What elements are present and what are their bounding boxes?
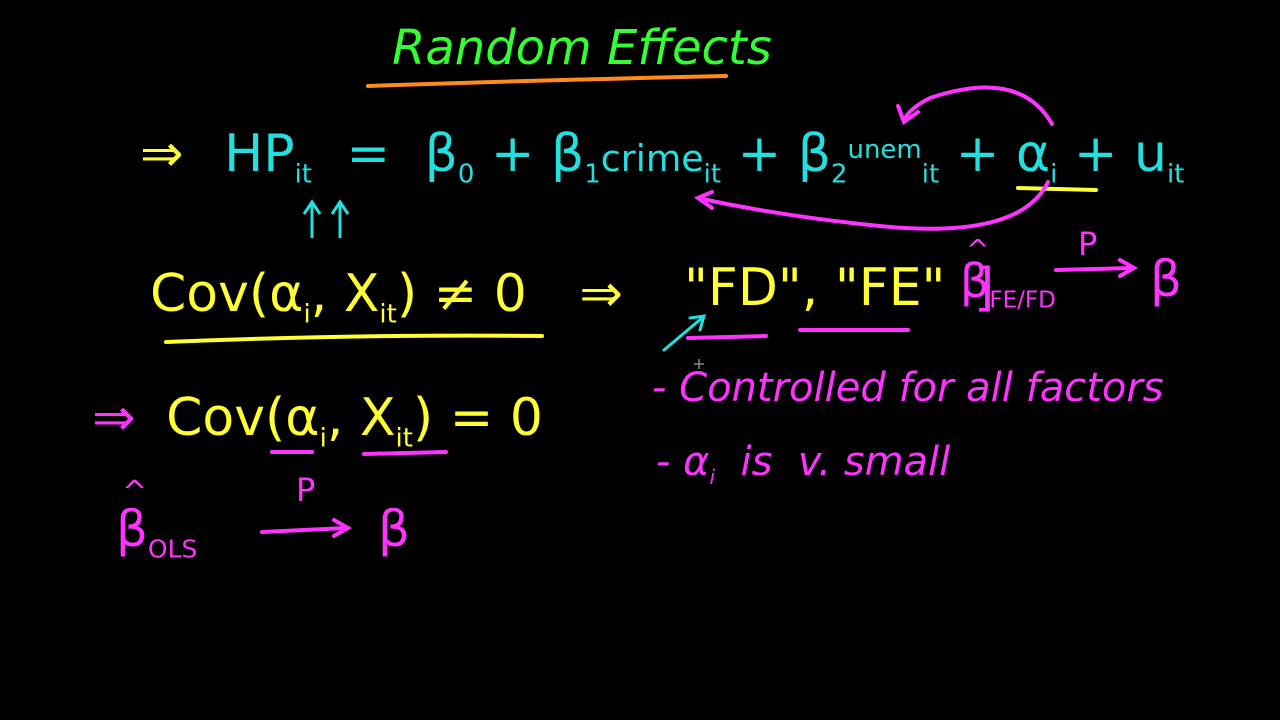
cov-mid: , X bbox=[326, 388, 396, 448]
x-underline bbox=[362, 450, 448, 456]
alpha-underline bbox=[1016, 186, 1098, 192]
note-alpha-sub: i bbox=[709, 465, 716, 489]
plus-sign: + bbox=[490, 124, 535, 184]
unem-variable: unem bbox=[847, 135, 922, 165]
implies-arrow: ⇒ bbox=[140, 124, 184, 184]
beta-1: β bbox=[551, 124, 585, 184]
beta-ols-hat: ^ bbox=[122, 475, 148, 510]
beta-2-subscript: 2 bbox=[830, 159, 848, 190]
cov-sub-i: i bbox=[303, 299, 311, 330]
beta-0: β bbox=[424, 124, 458, 184]
cov-underline bbox=[164, 333, 544, 344]
beta-fe: β bbox=[960, 254, 990, 308]
beta-0-subscript: 0 bbox=[457, 159, 475, 190]
comma: , bbox=[801, 258, 819, 318]
fd-fe-methods: "FD", "FE" ] bbox=[684, 262, 994, 314]
beta-fe-estimator: βFE/FD bbox=[960, 258, 1056, 312]
cov-sub-it: it bbox=[379, 299, 397, 330]
error-term: u bbox=[1133, 124, 1167, 184]
cov-sub-i: i bbox=[319, 423, 327, 454]
regression-equation: ⇒ HPit = β0 + β1crimeit + β2unemit + αi … bbox=[140, 128, 1184, 188]
title-underline bbox=[366, 74, 728, 88]
plus-sign: + bbox=[737, 124, 782, 184]
alpha-subscript: i bbox=[1050, 159, 1058, 190]
probability-limit-label: P bbox=[1078, 225, 1098, 263]
cov-text: Cov(α bbox=[166, 388, 320, 448]
fe-label: "FE" bbox=[834, 258, 946, 318]
unem-subscript: it bbox=[921, 159, 940, 190]
beta-2: β bbox=[797, 124, 831, 184]
lhs-subscript: it bbox=[294, 159, 312, 190]
cov-zero-statement: ⇒ Cov(αi, Xit) = 0 bbox=[92, 392, 543, 452]
beta-1-subscript: 1 bbox=[584, 159, 601, 190]
plus-sign: + bbox=[955, 124, 1000, 184]
top-loop-arrow bbox=[896, 85, 1054, 126]
probability-limit-label: P bbox=[296, 471, 316, 509]
beta-ols-subscript: OLS bbox=[147, 534, 198, 564]
up-arrow-right bbox=[330, 199, 350, 238]
note-alpha-small: - αi is v. small bbox=[656, 442, 950, 487]
note-alpha: - α bbox=[656, 439, 710, 485]
fd-label: "FD" bbox=[684, 258, 802, 318]
note-rest: is v. small bbox=[715, 439, 951, 485]
alpha-term: α bbox=[1015, 124, 1051, 184]
implies-arrow: ⇒ bbox=[92, 388, 136, 448]
plus-sign: + bbox=[1073, 124, 1118, 184]
fd-pointer-arrow bbox=[662, 314, 707, 352]
cursor-icon bbox=[694, 359, 704, 369]
up-arrow-left bbox=[302, 199, 322, 238]
bracket: ] bbox=[974, 258, 995, 318]
fd-underline bbox=[686, 334, 768, 340]
cov-text: Cov(α bbox=[150, 264, 304, 324]
plim-arrow-ols bbox=[260, 518, 353, 538]
beta-ols-estimator: βOLS bbox=[116, 504, 197, 561]
plim-arrow-fe bbox=[1054, 258, 1139, 278]
error-subscript: it bbox=[1166, 159, 1185, 190]
crime-subscript: it bbox=[703, 159, 722, 190]
beta-ols: β bbox=[116, 500, 148, 558]
bottom-loop-arrow bbox=[693, 180, 1050, 231]
implies-arrow: ⇒ bbox=[579, 264, 623, 324]
beta-ols-target: β bbox=[378, 500, 410, 558]
beta-fe-hat: ^ bbox=[966, 233, 990, 266]
page-title: Random Effects bbox=[392, 20, 772, 76]
equals-sign: = bbox=[346, 124, 391, 184]
beta-fe-target: β bbox=[1150, 250, 1182, 308]
cov-rest: ) = 0 bbox=[412, 388, 543, 448]
cov-sub-it: it bbox=[395, 423, 413, 454]
cov-rest: ) ≠ 0 bbox=[396, 264, 527, 324]
cov-nonzero-statement: Cov(αi, Xit) ≠ 0 ⇒ bbox=[150, 268, 623, 328]
cov-mid: , X bbox=[310, 264, 380, 324]
lhs-hp: HP bbox=[224, 124, 295, 184]
beta-fe-subscript: FE/FD bbox=[989, 287, 1056, 314]
crime-variable: crime bbox=[600, 137, 704, 180]
note-controlled: - Controlled for all factors bbox=[652, 365, 1164, 411]
